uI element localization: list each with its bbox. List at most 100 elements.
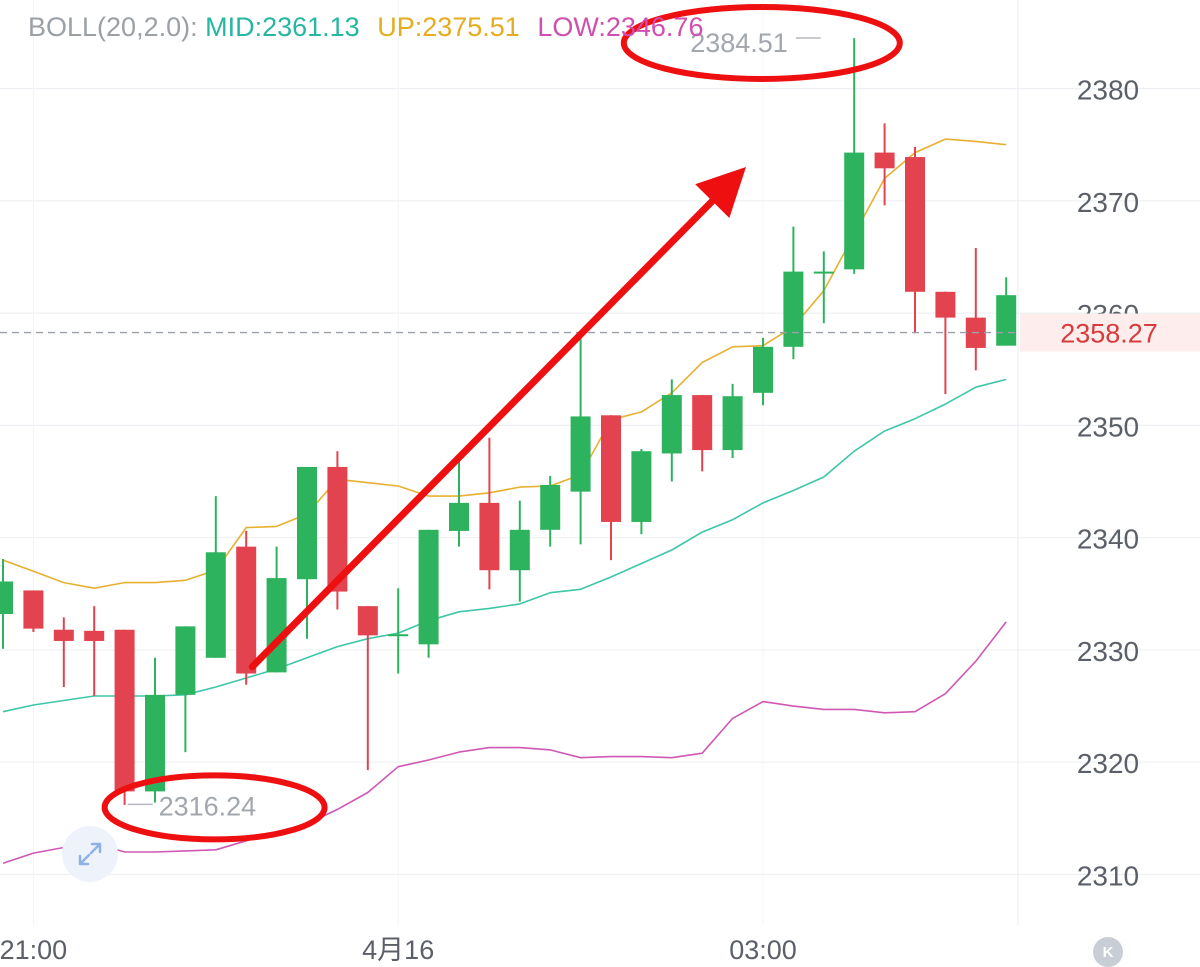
candle bbox=[905, 146, 925, 334]
candle bbox=[84, 606, 105, 696]
candle-body bbox=[0, 581, 13, 615]
candle bbox=[236, 530, 257, 685]
candle bbox=[783, 226, 804, 360]
candle bbox=[418, 529, 439, 658]
y-tick-label: 2380 bbox=[1077, 75, 1139, 106]
candle-body bbox=[905, 157, 925, 292]
y-tick-label: 2370 bbox=[1077, 187, 1139, 218]
y-tick-label: 2320 bbox=[1077, 748, 1139, 779]
candle-body bbox=[53, 629, 74, 641]
candle bbox=[935, 291, 956, 394]
candle-body bbox=[205, 552, 226, 658]
x-tick-label: 4月16 bbox=[362, 935, 434, 965]
candle bbox=[509, 500, 530, 602]
candle-body bbox=[813, 271, 834, 274]
y-axis-labels: 23102320233023402350236023702380 bbox=[1077, 75, 1139, 892]
candle-body bbox=[266, 578, 287, 673]
candle-body bbox=[509, 529, 530, 571]
candle-body bbox=[84, 630, 105, 641]
boll-upper-line bbox=[2, 138, 1007, 590]
last-price-label: 2358.27 bbox=[1060, 319, 1158, 349]
high-highlight-ellipse bbox=[620, 3, 903, 82]
candle bbox=[479, 437, 500, 590]
x-tick-label: 03:00 bbox=[729, 935, 797, 965]
candle-body bbox=[661, 395, 682, 454]
candle bbox=[449, 460, 469, 547]
candle-body bbox=[783, 271, 804, 347]
indicator-label: BOLL(20,2.0): bbox=[28, 12, 198, 42]
indicator-low-value: LOW:2346.76 bbox=[537, 12, 704, 42]
last-price-line: 2358.27 bbox=[0, 313, 1200, 352]
candle bbox=[23, 590, 44, 632]
candle-body bbox=[327, 466, 348, 592]
candle-body bbox=[601, 415, 621, 522]
trend-arrow-shaft bbox=[248, 194, 720, 671]
candle-body bbox=[357, 606, 378, 636]
x-tick-label: 21:00 bbox=[0, 935, 67, 965]
y-tick-label: 2350 bbox=[1077, 411, 1139, 442]
candle bbox=[844, 38, 865, 274]
y-tick-label: 2310 bbox=[1077, 860, 1139, 891]
indicator-legend: BOLL(20,2.0): MID:2361.13 UP:2375.51 LOW… bbox=[28, 12, 713, 43]
grid-lines bbox=[0, 0, 1200, 925]
boll-mid-line bbox=[2, 378, 1007, 713]
candle-body bbox=[996, 295, 1017, 346]
candle-body bbox=[844, 152, 865, 270]
candle-body bbox=[145, 694, 165, 792]
candle bbox=[813, 251, 834, 324]
candle bbox=[205, 496, 226, 658]
low-highlight-ellipse bbox=[101, 772, 328, 843]
indicator-mid-value: MID:2361.13 bbox=[205, 12, 360, 42]
candle-body bbox=[935, 291, 956, 318]
candle-body bbox=[874, 152, 895, 169]
candle-body bbox=[570, 416, 591, 492]
candle bbox=[753, 337, 773, 406]
candle bbox=[601, 415, 621, 561]
candle-body bbox=[388, 634, 409, 637]
candle-body bbox=[23, 590, 44, 629]
trend-arrow-head bbox=[695, 167, 746, 219]
candle bbox=[540, 475, 561, 547]
candle-body bbox=[722, 396, 743, 451]
candle bbox=[388, 588, 409, 674]
candle bbox=[53, 617, 74, 687]
low-marker-label: 2316.24 bbox=[159, 791, 257, 821]
candles bbox=[0, 38, 1017, 805]
candle-body bbox=[692, 395, 713, 451]
indicator-up-value: UP:2375.51 bbox=[377, 12, 520, 42]
candle-body bbox=[175, 626, 196, 695]
boll-lower-line bbox=[2, 621, 1007, 865]
candle-body bbox=[540, 484, 561, 530]
candle-body bbox=[297, 466, 317, 580]
candle-body bbox=[114, 629, 135, 792]
y-tick-label: 2330 bbox=[1077, 636, 1139, 667]
candle bbox=[175, 626, 196, 753]
candle-body bbox=[236, 546, 257, 674]
candle bbox=[722, 383, 743, 458]
candle-body bbox=[753, 346, 773, 393]
candle bbox=[661, 379, 682, 482]
extreme-markers: 2384.51 2316.24 bbox=[127, 28, 821, 821]
last-price-tag bbox=[1020, 313, 1200, 352]
candle bbox=[570, 335, 591, 545]
candle bbox=[692, 395, 713, 472]
expand-icon[interactable] bbox=[62, 826, 118, 882]
y-tick-label: 2340 bbox=[1077, 524, 1139, 555]
kline-button[interactable]: K bbox=[1093, 937, 1123, 967]
candle bbox=[631, 448, 652, 535]
candle bbox=[0, 559, 13, 649]
annotations bbox=[101, 3, 903, 843]
bollinger-bands bbox=[2, 138, 1007, 865]
candle-body bbox=[479, 502, 500, 571]
high-marker-label: 2384.51 bbox=[690, 28, 788, 58]
candle bbox=[114, 629, 135, 805]
candle-body bbox=[449, 502, 469, 531]
x-axis-labels: 21:00 4月16 03:00 bbox=[0, 935, 797, 965]
candle bbox=[357, 606, 378, 771]
candle-body bbox=[418, 529, 439, 645]
candle bbox=[965, 248, 986, 371]
candle bbox=[874, 123, 895, 206]
candle-body bbox=[631, 451, 652, 522]
k-line-icon: K bbox=[1102, 943, 1114, 961]
